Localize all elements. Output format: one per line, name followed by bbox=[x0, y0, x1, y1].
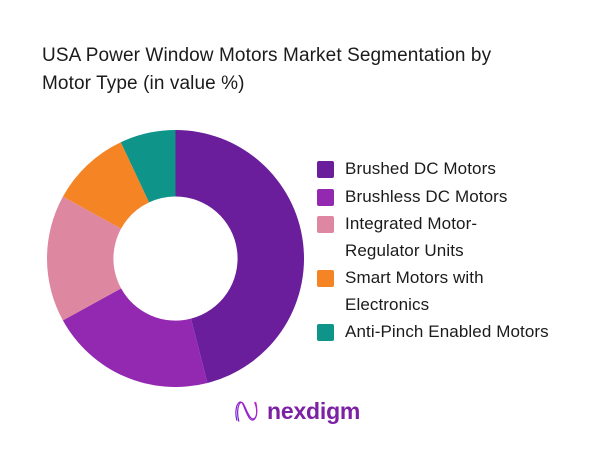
donut-slice bbox=[47, 196, 122, 321]
legend-swatch-antipinch bbox=[317, 324, 334, 341]
legend-label: Brushless DC Motors bbox=[345, 186, 508, 206]
legend-item: Smart Motors with Electronics bbox=[317, 265, 589, 318]
nexdigm-logo: nexdigm bbox=[233, 396, 360, 426]
donut-slice bbox=[120, 130, 176, 203]
legend-swatch-integrated bbox=[317, 216, 334, 233]
legend-swatch-smart bbox=[317, 270, 334, 287]
nexdigm-n-mark-icon bbox=[235, 400, 258, 422]
legend-swatch-brushless bbox=[317, 188, 334, 206]
nexdigm-wordmark: nexdigm bbox=[267, 397, 361, 424]
donut-slice bbox=[62, 142, 150, 229]
chart-legend: Brushed DC Motors Brushless DC Motors In… bbox=[317, 156, 589, 347]
legend-swatch-brushed bbox=[317, 161, 334, 178]
legend-item: Brushed DC Motors bbox=[317, 156, 589, 183]
legend-label: Brushed DC Motors bbox=[345, 159, 496, 178]
donut-slice bbox=[62, 288, 208, 387]
chart-title: USA Power Window Motors Market Segmentat… bbox=[42, 45, 492, 94]
legend-item: Anti-Pinch Enabled Motors bbox=[317, 319, 589, 346]
donut-slice bbox=[175, 130, 304, 383]
legend-label: Integrated Motor-Regulator Units bbox=[345, 214, 478, 260]
legend-label: Anti-Pinch Enabled Motors bbox=[345, 322, 549, 341]
legend-item: Brushless DC Motors bbox=[317, 184, 589, 211]
legend-label: Smart Motors with Electronics bbox=[345, 268, 484, 314]
legend-item: Integrated Motor-Regulator Units bbox=[317, 211, 589, 264]
donut-chart bbox=[47, 130, 304, 387]
donut-chart-svg bbox=[47, 130, 304, 387]
